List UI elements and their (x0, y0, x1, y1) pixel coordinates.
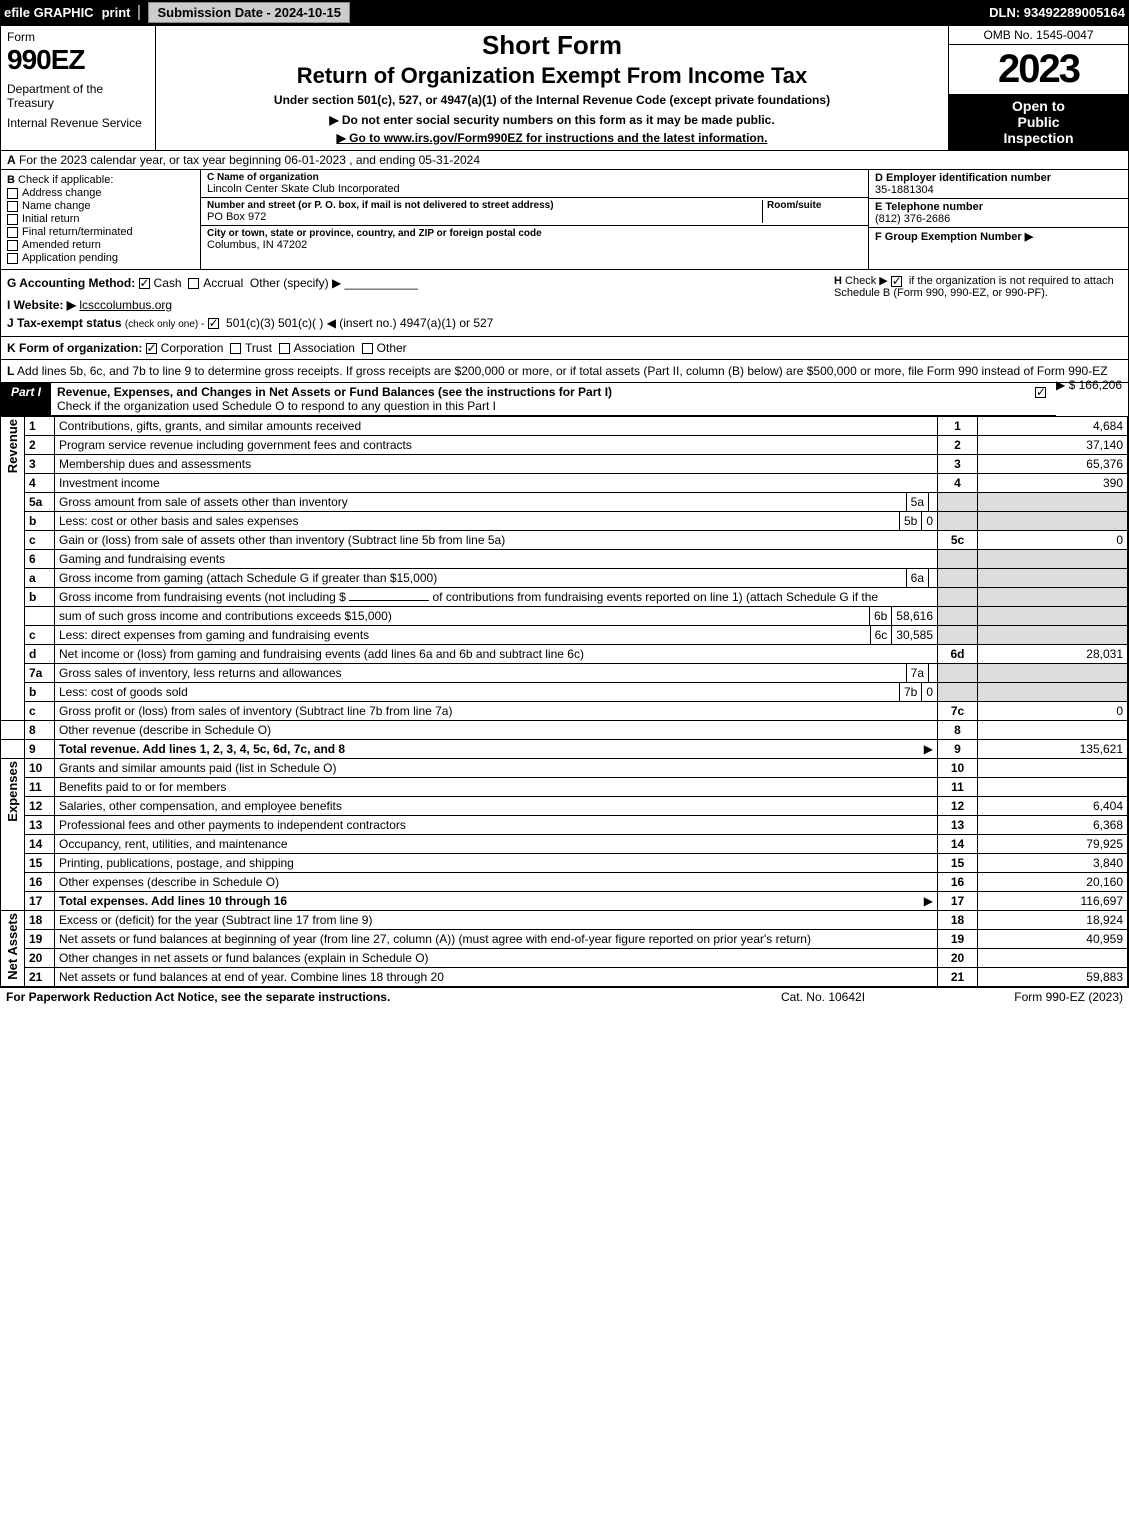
table-row: cGain or (loss) from sale of assets othe… (1, 531, 1128, 550)
line-l: L Add lines 5b, 6c, and 7b to line 9 to … (1, 360, 1128, 383)
form-number: 990EZ (7, 44, 149, 76)
line-a: A For the 2023 calendar year, or tax yea… (1, 151, 1128, 170)
efile-label: efile GRAPHIC (4, 5, 94, 20)
ein: 35-1881304 (875, 184, 1122, 196)
catalog-number: Cat. No. 10642I (723, 990, 923, 1004)
checkbox-schedule-b[interactable] (891, 276, 902, 287)
telephone: (812) 376-2686 (875, 213, 1122, 225)
org-street: PO Box 972 (207, 211, 762, 223)
section-b: B Check if applicable: Address change Na… (1, 170, 201, 269)
gross-receipts: ▶ $ 166,206 (1056, 378, 1122, 392)
checkbox-schedule-o[interactable] (1035, 387, 1046, 398)
table-row: 3Membership dues and assessments365,376 (1, 455, 1128, 474)
checkbox-cash[interactable] (139, 278, 150, 289)
table-row: 12Salaries, other compensation, and empl… (1, 797, 1128, 816)
checkbox-accrual[interactable] (188, 278, 199, 289)
form-container: Form 990EZ Department of the Treasury In… (0, 25, 1129, 988)
checkbox-other-org[interactable] (362, 343, 373, 354)
table-row: Net Assets 18Excess or (deficit) for the… (1, 911, 1128, 930)
checkbox-trust[interactable] (230, 343, 241, 354)
section-bcd: B Check if applicable: Address change Na… (1, 170, 1128, 270)
form-reference: Form 990-EZ (2023) (923, 990, 1123, 1004)
table-row: bGross income from fundraising events (n… (1, 588, 1128, 607)
table-row: sum of such gross income and contributio… (1, 607, 1128, 626)
table-row: cLess: direct expenses from gaming and f… (1, 626, 1128, 645)
org-name: Lincoln Center Skate Club Incorporated (207, 183, 862, 195)
section-c: C Name of organization Lincoln Center Sk… (201, 170, 868, 269)
checkbox-corporation[interactable] (146, 343, 157, 354)
irs-link[interactable]: ▶ Go to www.irs.gov/Form990EZ for instru… (162, 131, 942, 145)
section-def: D Employer identification number 35-1881… (868, 170, 1128, 269)
revenue-label: Revenue (5, 419, 20, 473)
table-row: 4Investment income4390 (1, 474, 1128, 493)
checkbox-final-return[interactable] (7, 227, 18, 238)
open-to-public: Open to Public Inspection (949, 94, 1128, 150)
table-row: 9Total revenue. Add lines 1, 2, 3, 4, 5c… (1, 740, 1128, 759)
topbar: efile GRAPHIC print Submission Date - 20… (0, 0, 1129, 25)
part-1-header: Part I Revenue, Expenses, and Changes in… (1, 383, 1056, 416)
checkbox-501c3[interactable] (208, 318, 219, 329)
checkbox-initial-return[interactable] (7, 214, 18, 225)
omb-number: OMB No. 1545-0047 (949, 26, 1128, 45)
paperwork-notice: For Paperwork Reduction Act Notice, see … (6, 990, 723, 1004)
website-link[interactable]: lcsccolumbus.org (79, 298, 172, 312)
table-row: 16Other expenses (describe in Schedule O… (1, 873, 1128, 892)
checkbox-association[interactable] (279, 343, 290, 354)
checkbox-application-pending[interactable] (7, 253, 18, 264)
table-row: 19Net assets or fund balances at beginni… (1, 930, 1128, 949)
dept-irs: Internal Revenue Service (7, 116, 149, 130)
dept-treasury: Department of the Treasury (7, 82, 149, 110)
ssn-warning: ▶ Do not enter social security numbers o… (162, 113, 942, 127)
table-row: 20Other changes in net assets or fund ba… (1, 949, 1128, 968)
table-row: 5aGross amount from sale of assets other… (1, 493, 1128, 512)
line-k: K Form of organization: Corporation Trus… (1, 337, 1128, 360)
section-gh: G Accounting Method: Cash Accrual Other … (1, 270, 1128, 337)
checkbox-name-change[interactable] (7, 201, 18, 212)
table-row: bLess: cost of goods sold7b0 (1, 683, 1128, 702)
dln-label: DLN: 93492289005164 (989, 5, 1125, 20)
table-row: Revenue 1Contributions, gifts, grants, a… (1, 417, 1128, 436)
net-assets-label: Net Assets (5, 913, 20, 980)
table-row: bLess: cost or other basis and sales exp… (1, 512, 1128, 531)
table-row: aGross income from gaming (attach Schedu… (1, 569, 1128, 588)
page-footer: For Paperwork Reduction Act Notice, see … (0, 988, 1129, 1006)
checkbox-amended-return[interactable] (7, 240, 18, 251)
form-subtitle: Return of Organization Exempt From Incom… (162, 63, 942, 89)
table-row: 8Other revenue (describe in Schedule O)8 (1, 721, 1128, 740)
table-row: Expenses 10Grants and similar amounts pa… (1, 759, 1128, 778)
form-word: Form (7, 30, 149, 44)
financial-table: Revenue 1Contributions, gifts, grants, a… (1, 416, 1128, 987)
expenses-label: Expenses (5, 761, 20, 822)
table-row: 6Gaming and fundraising events (1, 550, 1128, 569)
short-form-title: Short Form (162, 30, 942, 61)
table-row: 11Benefits paid to or for members11 (1, 778, 1128, 797)
table-row: dNet income or (loss) from gaming and fu… (1, 645, 1128, 664)
table-row: 2Program service revenue including gover… (1, 436, 1128, 455)
checkbox-address-change[interactable] (7, 188, 18, 199)
under-section: Under section 501(c), 527, or 4947(a)(1)… (162, 93, 942, 107)
print-link[interactable]: print (102, 5, 141, 20)
table-row: cGross profit or (loss) from sales of in… (1, 702, 1128, 721)
table-row: 14Occupancy, rent, utilities, and mainte… (1, 835, 1128, 854)
table-row: 21Net assets or fund balances at end of … (1, 968, 1128, 987)
form-header: Form 990EZ Department of the Treasury In… (1, 26, 1128, 151)
table-row: 15Printing, publications, postage, and s… (1, 854, 1128, 873)
table-row: 17Total expenses. Add lines 10 through 1… (1, 892, 1128, 911)
submission-date: Submission Date - 2024-10-15 (148, 2, 350, 23)
table-row: 7aGross sales of inventory, less returns… (1, 664, 1128, 683)
tax-year: 2023 (949, 45, 1128, 94)
table-row: 13Professional fees and other payments t… (1, 816, 1128, 835)
org-city: Columbus, IN 47202 (207, 239, 862, 251)
